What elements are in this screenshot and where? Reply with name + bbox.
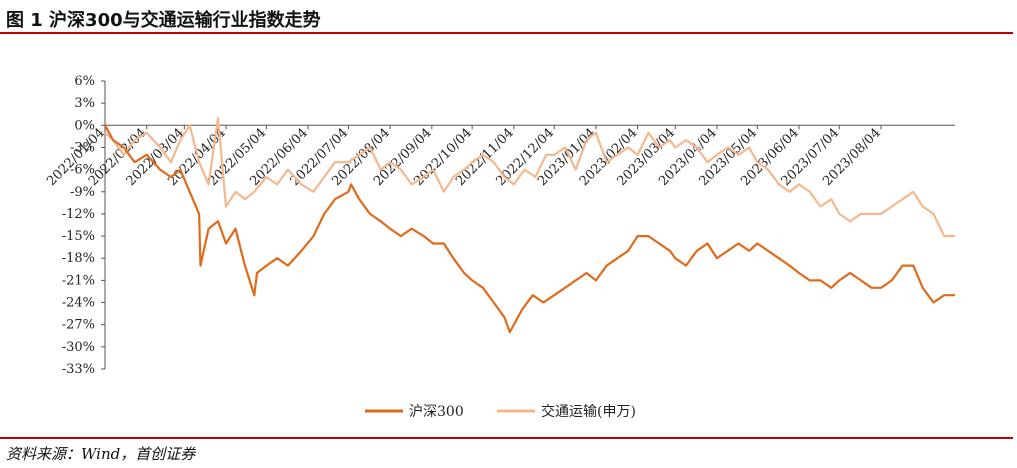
legend-label-0: 沪深300 [409, 404, 464, 420]
x-tick-labels: 2022/01/042022/02/042022/03/042022/04/04… [44, 125, 884, 189]
y-tick-label: -9% [70, 185, 95, 200]
y-tick-label: -18% [62, 251, 95, 266]
axes [104, 81, 955, 369]
title-rule [0, 32, 1013, 34]
series-lines [104, 116, 955, 334]
figure-title: 图 1 沪深300与交通运输行业指数走势 [6, 10, 321, 31]
line-chart: 2022/01/042022/02/042022/03/042022/04/04… [44, 74, 955, 420]
legend: 沪深300 交通运输(申万) [365, 403, 636, 420]
y-tick-label: -15% [62, 229, 95, 244]
figure-title-bar: 图 1 沪深300与交通运输行业指数走势 [0, 0, 1017, 32]
y-tick-label: 0% [74, 118, 95, 133]
y-tick-label: -3% [70, 140, 95, 155]
y-tick-label: -33% [62, 362, 95, 377]
series-line-1 [104, 116, 955, 238]
y-tick-label: -21% [62, 273, 95, 288]
y-tick-labels: 6% 3% 0% -3% -6% -9% -12% -15% -18% -21% -24% -27% -… [62, 74, 105, 377]
y-tick-label: -6% [70, 163, 95, 178]
y-tick-label: -24% [62, 296, 95, 311]
series-line-0 [104, 124, 955, 334]
y-tick-label: 3% [74, 96, 95, 111]
source-note: 资料来源：Wind，首创证券 [6, 445, 196, 463]
y-tick-label: -27% [62, 318, 95, 333]
legend-label-1: 交通运输(申万) [541, 403, 636, 420]
y-tick-label: 6% [74, 74, 95, 89]
y-tick-label: -30% [62, 340, 95, 355]
footer-rule [0, 437, 1013, 439]
y-tick-label: -12% [62, 207, 95, 222]
